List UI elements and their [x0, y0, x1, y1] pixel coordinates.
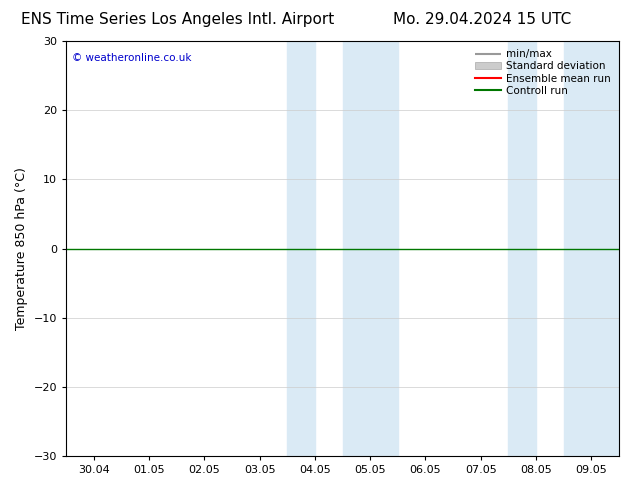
- Text: © weatheronline.co.uk: © weatheronline.co.uk: [72, 53, 191, 64]
- Bar: [508, 41, 536, 456]
- Bar: [342, 41, 398, 456]
- Bar: [287, 41, 315, 456]
- Y-axis label: Temperature 850 hPa (°C): Temperature 850 hPa (°C): [15, 167, 28, 330]
- Legend: min/max, Standard deviation, Ensemble mean run, Controll run: min/max, Standard deviation, Ensemble me…: [472, 46, 614, 99]
- Bar: [564, 41, 619, 456]
- Text: Mo. 29.04.2024 15 UTC: Mo. 29.04.2024 15 UTC: [392, 12, 571, 27]
- Text: ENS Time Series Los Angeles Intl. Airport: ENS Time Series Los Angeles Intl. Airpor…: [21, 12, 334, 27]
